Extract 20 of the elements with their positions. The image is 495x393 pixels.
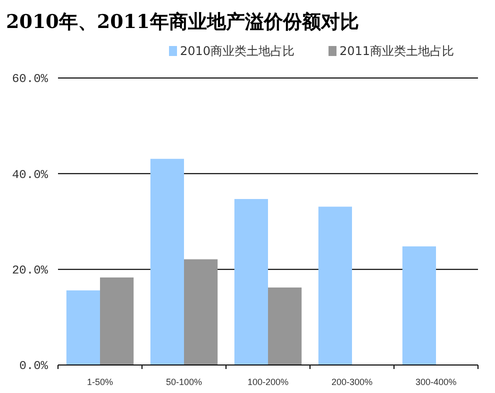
x-tick-label: 100-200% [247,377,289,387]
x-tick-label: 50-100% [166,377,202,387]
y-tick-label: 0.0% [19,359,49,374]
legend-label: 2010商业类土地占比 [180,44,295,58]
bar [184,259,218,365]
bar [150,158,184,365]
y-tick-label: 20.0% [12,264,49,278]
legend-label: 2011商业类土地占比 [340,44,454,58]
bar [66,290,100,365]
y-tick-label: 60.0% [12,72,49,86]
chart-title: 2010年、2011年商业地产溢价份额对比 [6,11,359,33]
bar [318,206,352,365]
x-tick-label: 1-50% [86,377,114,387]
bar [234,199,268,365]
x-tick-label: 300-400% [415,377,457,387]
bar [268,288,302,365]
bar [402,246,436,365]
bar [100,277,134,365]
y-tick-label: 40.0% [12,168,49,182]
x-tick-label: 200-300% [331,377,373,387]
